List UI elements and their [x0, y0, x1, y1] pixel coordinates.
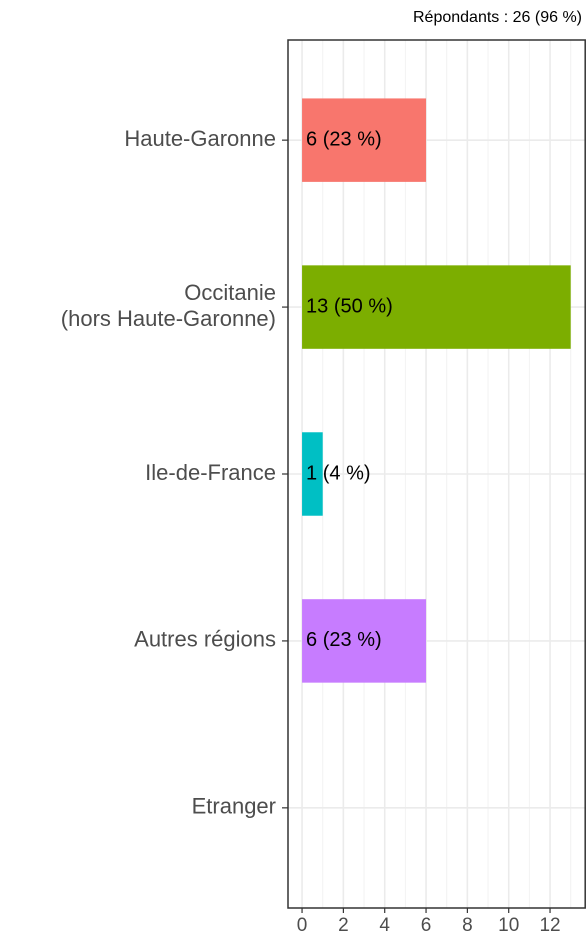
bar [302, 98, 427, 182]
y-tick-label: Occitanie (hors Haute-Garonne) [61, 280, 276, 331]
y-tick-label: Autres régions [134, 627, 276, 652]
label-line: Occitanie [184, 280, 276, 305]
value-label: 6 (23 %) [306, 629, 382, 651]
value-label: 13 (50 %) [306, 295, 393, 317]
value-label: 1 (4 %) [306, 462, 370, 484]
bar [302, 265, 571, 349]
subtitle: Répondants : 26 (96 %) [413, 9, 582, 26]
y-tick-label: Haute-Garonne [124, 126, 276, 151]
x-tick-label: 8 [462, 915, 473, 936]
x-tick-label: 4 [379, 915, 390, 936]
x-tick-label: 0 [297, 915, 308, 936]
label-line: (hors Haute-Garonne) [61, 306, 276, 331]
bar [302, 432, 323, 516]
x-tick-label: 6 [421, 915, 432, 936]
y-tick-label: Ile-de-France [145, 460, 276, 485]
x-tick-label: 10 [498, 915, 519, 936]
y-tick-label: Etranger [192, 794, 276, 819]
x-tick-label: 2 [338, 915, 349, 936]
value-label: 6 (23 %) [306, 128, 382, 150]
panel-border [287, 39, 586, 909]
x-tick-label: 12 [539, 915, 560, 936]
bar [302, 599, 427, 683]
